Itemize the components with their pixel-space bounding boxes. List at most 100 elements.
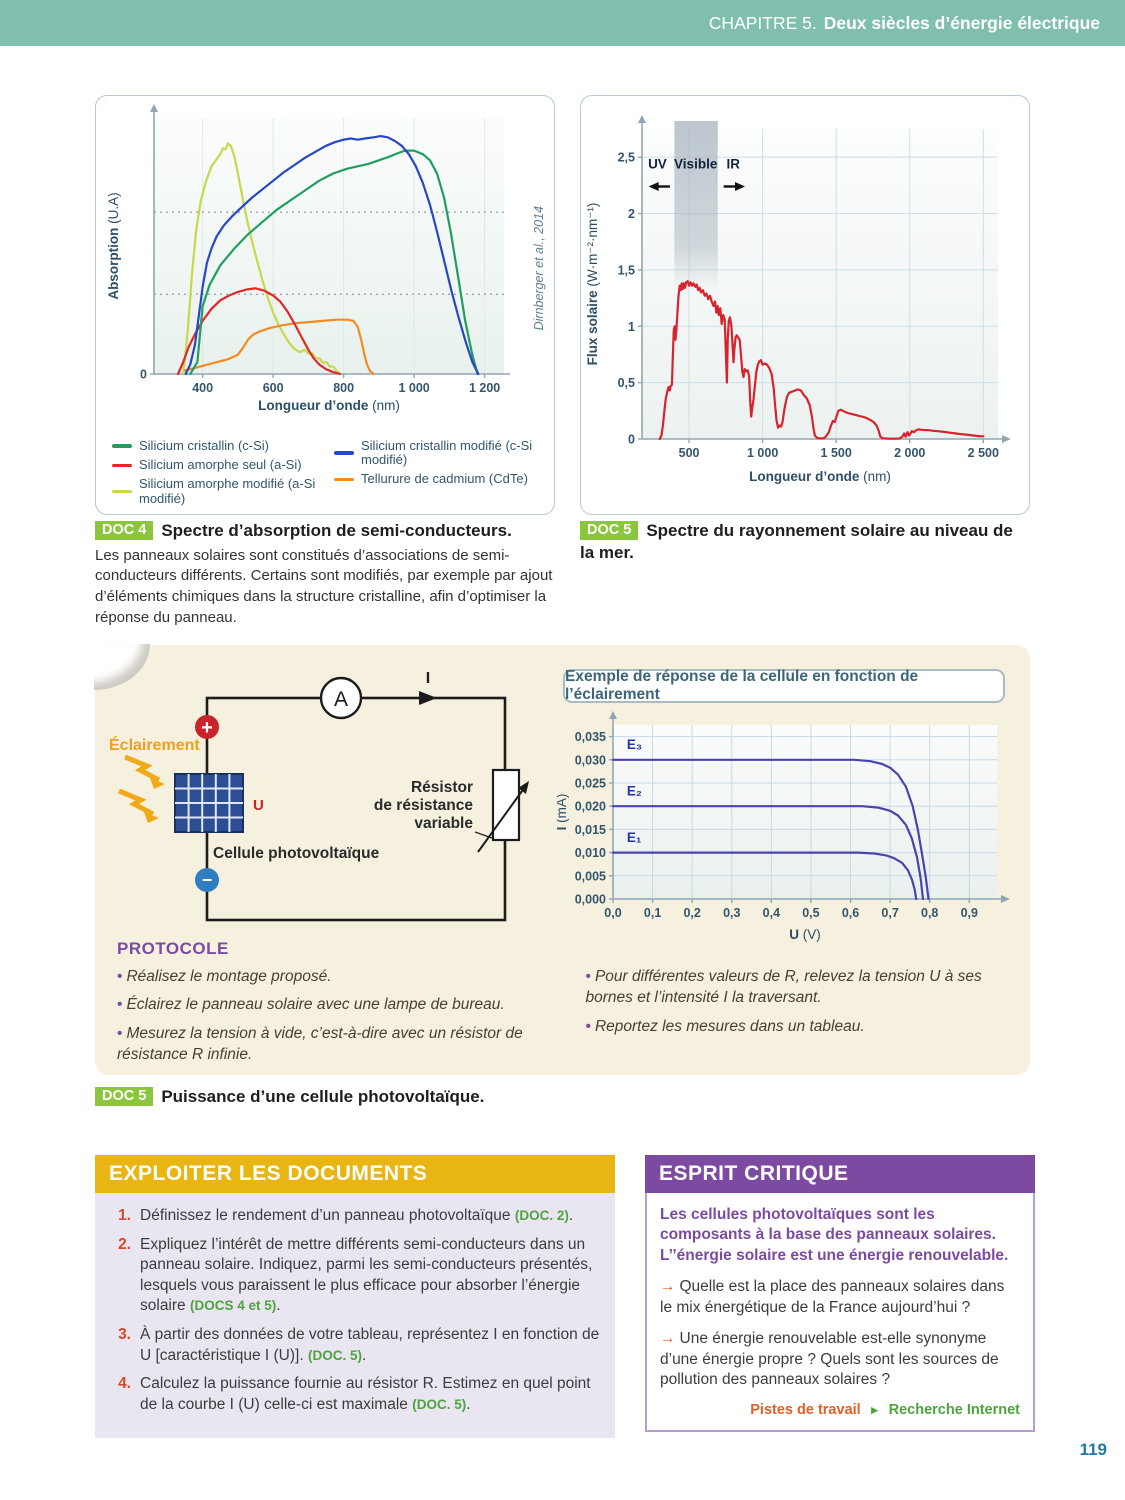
legend-label: Silicium cristallin (c-Si) (139, 437, 270, 453)
svg-text:Visible: Visible (674, 156, 718, 171)
light-bolt-arrowhead (150, 778, 165, 789)
protocole-section: PROTOCOLE • Réalisez le montage proposé. •… (117, 939, 1012, 1073)
svg-text:0,4: 0,4 (763, 906, 780, 920)
question-text-segment: À partir des données de votre tableau, r… (140, 1326, 600, 1364)
svg-text:0,0: 0,0 (604, 906, 621, 920)
bullet-icon: • (585, 1017, 591, 1035)
esprit-header: ESPRIT CRITIQUE (645, 1155, 1035, 1193)
circuit-diagram: A I + − Éclairement U Cellule photovolta… (109, 670, 529, 922)
question-number: 2. (118, 1235, 131, 1253)
iu-chart-svg: 0,0 0,1 0,2 0,3 0,4 0,5 0,6 0,7 0,8 0,9 0,000 0,005… (557, 711, 1010, 942)
doc4-badge: DOC 4 (95, 521, 154, 540)
doc4-title: Spectre d’absorption de semi-conducteurs… (161, 521, 512, 540)
svg-text:E₃: E₃ (627, 737, 642, 752)
svg-text:0: 0 (628, 433, 635, 447)
resistor-arrow-line (477, 790, 523, 853)
svg-text:U (V): U (V) (789, 927, 821, 942)
svg-text:E₂: E₂ (627, 784, 642, 799)
svg-text:Longueur d’onde (nm): Longueur d’onde (nm) (749, 469, 891, 484)
question-number: 3. (118, 1326, 131, 1344)
question-text-segment: Calculez la puissance fournie au résisto… (140, 1375, 591, 1413)
response-chart-title: Exemple de réponse de la cellule en fonc… (563, 668, 1005, 703)
esprit-box: ESPRIT CRITIQUE Les cellules photovoltaï… (645, 1155, 1035, 1432)
svg-text:2 000: 2 000 (894, 446, 925, 460)
legend-swatch-icon (334, 477, 354, 482)
light-bolt-icon (124, 754, 161, 783)
question-text-segment: . (568, 1207, 574, 1224)
doc-reference: (DOCS 4 et 5) (189, 1298, 277, 1314)
doc4-body: Les panneaux solaires sont constitués d’… (95, 546, 553, 626)
protocole-step: • Mesurez la tension à vide, c’est-à-dire… (117, 1024, 523, 1064)
exploiter-question: 1. Définissez le rendement d’un panneau p… (105, 1206, 601, 1227)
protocole-step: • Réalisez le montage proposé. (117, 968, 332, 985)
experiment-panel: A I + − Éclairement U Cellule photovolta… (94, 644, 1030, 1075)
chapter-title: Deux siècles d’énergie électrique (823, 12, 1100, 33)
resistor-label-1: Résistor (411, 779, 473, 796)
question-text-segment: . (276, 1297, 281, 1315)
protocole-step: • Pour différentes valeurs de R, relevez … (585, 968, 982, 1007)
plus-label: + (201, 717, 213, 739)
eclairement-label: Éclairement (109, 735, 200, 754)
doc5-card: 500 1 000 1 500 2 000 2 500 0 0,5 1 1,5 2 2,5 UV Vis… (580, 95, 1030, 515)
svg-text:1,5: 1,5 (618, 263, 635, 277)
bullet-icon: • (117, 968, 123, 985)
legend-swatch-icon (334, 451, 354, 455)
svg-text:0,8: 0,8 (921, 906, 938, 920)
legend-entry: Silicium amorphe seul (a-Si) (112, 457, 324, 473)
svg-text:Longueur d’onde (nm): Longueur d’onde (nm) (258, 398, 400, 413)
protocole-step: • Éclairez le panneau solaire avec une la… (117, 996, 505, 1014)
exploiter-header: EXPLOITER LES DOCUMENTS (95, 1155, 615, 1193)
svg-text:1 000: 1 000 (747, 446, 778, 460)
legend-entry: Tellurure de cadmium (CdTe) (334, 472, 546, 486)
solar-cell-grid-h (175, 787, 243, 819)
svg-text:2,5: 2,5 (618, 151, 635, 165)
legend-label: Silicium amorphe seul (a-Si) (139, 457, 302, 473)
arrow-icon: → (660, 1330, 676, 1348)
doc4-card: 400 600 800 1 000 1 200 0 Longueur d’onde (nm)… (95, 95, 555, 515)
doc5b-title: Puissance d’une cellule photovoltaïque. (161, 1087, 485, 1106)
protocole-column-left: • Réalisez le montage proposé. • Éclairez l… (117, 966, 544, 1073)
question-text: À partir des données de votre tableau, r… (140, 1325, 601, 1366)
svg-text:Flux solaire (W·m⁻²·nm⁻¹): Flux solaire (W·m⁻²·nm⁻¹) (585, 203, 600, 366)
esprit-question: → Une énergie renouvelable est-elle synon… (660, 1330, 999, 1389)
svg-text:0: 0 (140, 368, 147, 382)
ammeter-label: A (334, 688, 348, 711)
arrow-icon: → (660, 1278, 676, 1296)
svg-text:2 500: 2 500 (968, 446, 999, 460)
svg-text:0,030: 0,030 (575, 753, 606, 767)
svg-text:E₁: E₁ (627, 830, 642, 845)
legend-column-right: Silicium cristallin modifié (c-Si modifi… (334, 437, 546, 506)
svg-text:0,025: 0,025 (575, 777, 606, 791)
legend-swatch-icon (112, 489, 132, 494)
doc5-title: Spectre du rayonnement solaire au niveau… (580, 521, 1013, 562)
light-bolt-icon-2 (118, 788, 155, 817)
svg-text:0,010: 0,010 (575, 846, 606, 860)
question-text: Calculez la puissance fournie au résisto… (140, 1374, 601, 1415)
doc5b-badge: DOC 5 (95, 1087, 154, 1106)
recherche-internet-link[interactable]: Recherche Internet (888, 1401, 1020, 1418)
question-text: Expliquez l’intérêt de mettre différents… (140, 1235, 601, 1317)
svg-text:0,5: 0,5 (802, 906, 819, 920)
svg-text:UV: UV (648, 156, 667, 171)
esprit-question-list: → Quelle est la place des panneaux solair… (660, 1277, 1020, 1390)
legend-label: Tellurure de cadmium (CdTe) (361, 471, 528, 487)
cell-label: Cellule photovoltaïque (213, 845, 380, 862)
svg-text:0,5: 0,5 (618, 376, 635, 390)
current-arrow-icon (419, 691, 437, 705)
page-number: 119 (1079, 1440, 1107, 1459)
svg-text:I (mA): I (mA) (557, 794, 569, 831)
svg-text:Absorption (U.A): Absorption (U.A) (106, 192, 121, 299)
question-number: 1. (118, 1207, 131, 1224)
doc5-badge: DOC 5 (580, 521, 639, 540)
solar-chart-svg: 500 1 000 1 500 2 000 2 500 0 0,5 1 1,5 2 2,5 UV Vis… (585, 115, 1011, 484)
doc5-caption: DOC 5 Spectre du rayonnement solaire au n… (580, 520, 1030, 564)
legend-label: Silicium amorphe modifié (a-Si modifié) (139, 476, 316, 506)
svg-text:0,2: 0,2 (683, 906, 700, 920)
question-text-segment: Définissez le rendement d’un panneau pho… (140, 1207, 515, 1224)
esprit-footer: Pistes de travail ► Recherche Internet (660, 1402, 1020, 1418)
resistor-icon (491, 768, 521, 842)
svg-text:0,3: 0,3 (723, 906, 740, 920)
legend-label: Silicium cristallin modifié (c-Si modifi… (361, 437, 533, 468)
svg-text:0,1: 0,1 (644, 906, 661, 920)
resistor-pointer-line (474, 831, 493, 839)
